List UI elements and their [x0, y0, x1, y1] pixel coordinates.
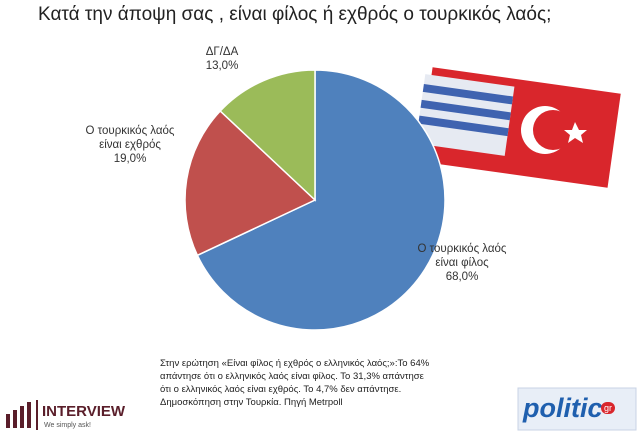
slice-label: ΔΓ/ΔΑ 13,0%	[192, 45, 252, 73]
footnote-line: Στην ερώτηση «Είναι φίλος ή εχθρός ο ελλ…	[160, 358, 430, 369]
logo-badge: gr	[601, 402, 616, 414]
chart-title: Κατά την άποψη σας , είναι φίλος ή εχθρό…	[38, 4, 552, 25]
category-label: ΔΓ/ΔΑ	[205, 46, 239, 58]
footnote-line: ότι ο ελληνικός λαός είναι εχθρός. Το 4,…	[160, 384, 402, 395]
logo-text: politic	[523, 393, 603, 423]
politic-logo-box	[517, 387, 637, 431]
footnote-line: Δημοσκόπηση στην Τουρκία. Πηγή Metrpoll	[160, 397, 343, 408]
logo-text: INTERVIEW	[42, 403, 126, 420]
interview-logo	[6, 400, 38, 430]
slice-label: Ο τουρκικός λαός είναι φίλος 68,0%	[417, 242, 507, 284]
pie-slice	[219, 69, 316, 202]
logo-tagline: We simply ask!	[44, 422, 91, 429]
flag-image	[415, 67, 621, 188]
pie-slice	[196, 69, 446, 331]
slice-label: Ο τουρκικός λαός είναι εχθρός 19,0%	[85, 124, 175, 166]
pie-slice	[184, 109, 317, 257]
footnote-line: απάντησε ότι ο ελληνικός λαός είναι φίλο…	[160, 371, 424, 382]
value-label: 68,0%	[445, 271, 479, 283]
value-label: 19,0%	[113, 153, 147, 165]
category-label: Ο τουρκικός λαός είναι εχθρός	[85, 125, 175, 151]
category-label: Ο τουρκικός λαός είναι φίλος	[417, 243, 507, 269]
value-label: 13,0%	[205, 60, 239, 72]
footnote: Στην ερώτηση «Είναι φίλος ή εχθρός ο ελλ…	[160, 357, 480, 409]
